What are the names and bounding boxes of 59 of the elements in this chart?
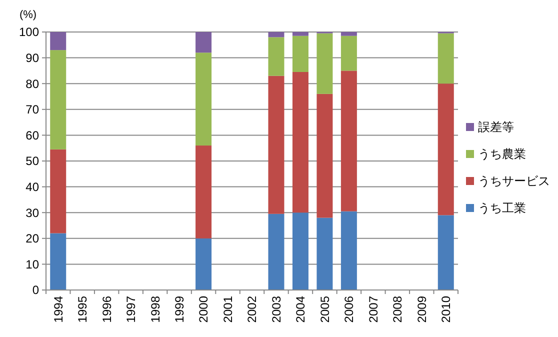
bar [268, 32, 284, 38]
y-tick-label: 50 [26, 154, 40, 168]
x-tick-label: 2004 [294, 296, 308, 323]
bar [196, 146, 212, 238]
bar [196, 52, 212, 146]
x-tick-label: 2005 [318, 296, 332, 323]
x-tick-label: 1996 [100, 296, 114, 323]
legend-label: うち工業 [478, 201, 526, 216]
x-tick-label: 2003 [269, 296, 284, 323]
x-tick-label: 1994 [51, 296, 66, 323]
bar [50, 149, 66, 234]
bar [196, 238, 212, 290]
bar [268, 76, 284, 214]
x-tick-label: 2002 [245, 296, 260, 323]
bar [316, 33, 333, 94]
bar [292, 72, 308, 213]
x-tick-label: 2000 [196, 296, 211, 323]
bar [268, 214, 284, 290]
legend-label: うちサービス [478, 174, 550, 188]
y-tick-label: 10 [26, 257, 40, 272]
bar [50, 233, 66, 290]
bar [292, 212, 308, 290]
bar [340, 32, 357, 36]
y-tick-label: 20 [26, 232, 40, 246]
y-tick-label: 30 [26, 206, 40, 220]
y-tick-label: 80 [26, 76, 40, 91]
bar [340, 211, 357, 290]
y-tick-label: 90 [26, 51, 40, 65]
bar [196, 32, 212, 53]
legend-label: 誤差等 [478, 120, 514, 134]
legend-label: うち農業 [478, 147, 526, 162]
bar [292, 32, 308, 36]
x-tick-label: 1997 [124, 296, 138, 323]
y-tick-label: 100 [18, 25, 40, 40]
x-tick-label: 2008 [390, 296, 405, 323]
bar [268, 37, 284, 76]
x-tick-label: 1998 [148, 296, 162, 323]
bar [438, 84, 454, 216]
x-tick-label: 1999 [172, 296, 186, 323]
x-tick-label: 1995 [76, 296, 90, 323]
bar [316, 218, 333, 290]
bar [438, 215, 454, 290]
bar [50, 32, 66, 50]
x-tick-label: 2007 [366, 296, 380, 323]
x-tick-label: 2009 [414, 296, 429, 323]
bar [340, 70, 357, 212]
x-tick-label: 2006 [342, 296, 356, 323]
y-tick-label: 0 [32, 283, 40, 298]
y-tick-label: 70 [26, 102, 40, 117]
x-tick-label: 2010 [439, 296, 454, 323]
bar [292, 36, 308, 72]
bar [340, 36, 357, 71]
y-tick-label: 60 [26, 128, 40, 142]
y-tick-label: 40 [26, 180, 40, 194]
y-axis-title: (%) [19, 9, 37, 21]
x-tick-label: 2001 [220, 296, 235, 323]
bar [316, 94, 333, 218]
bar [50, 50, 66, 150]
bar [438, 33, 454, 84]
